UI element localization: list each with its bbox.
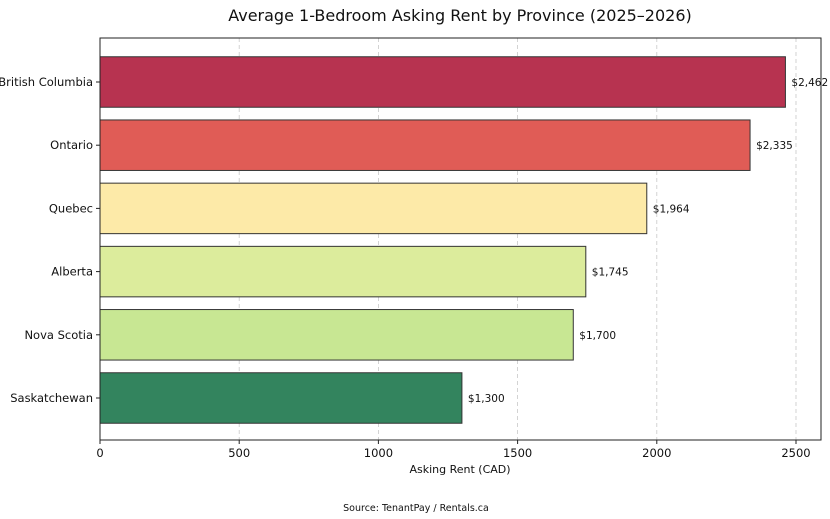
- y-tick-label: Nova Scotia: [24, 328, 93, 342]
- plot-frame: [99, 37, 822, 441]
- bar-value-label: $1,964: [653, 203, 690, 215]
- bar-value-label: $1,300: [468, 393, 505, 405]
- x-tick-label: 0: [96, 446, 103, 460]
- x-tick-label: 2000: [642, 446, 671, 460]
- y-tick-label: Saskatchewan: [10, 391, 93, 405]
- bar: [99, 182, 648, 235]
- y-tick-label: Ontario: [50, 138, 93, 152]
- bar: [99, 119, 751, 171]
- bar: [99, 56, 786, 108]
- bar-value-label: $2,335: [756, 140, 793, 152]
- bar: [99, 372, 463, 424]
- bar: [99, 245, 587, 298]
- y-tick-label: Alberta: [51, 265, 93, 279]
- value-labels: $2,462 $2,335 $1,964 $1,745 $1,700 $1,300: [468, 77, 828, 405]
- x-tick-label: 2500: [781, 446, 810, 460]
- x-tick-label: 1500: [503, 446, 532, 460]
- bars: [99, 56, 786, 424]
- bar-value-label: $2,462: [791, 77, 828, 89]
- x-tick-label: 1000: [364, 446, 393, 460]
- bar-value-label: $1,745: [592, 267, 629, 279]
- x-tick-label: 500: [228, 446, 250, 460]
- bar-value-label: $1,700: [579, 330, 616, 342]
- y-tick-label: Quebec: [49, 201, 93, 215]
- chart-title: Average 1-Bedroom Asking Rent by Provinc…: [228, 6, 692, 25]
- y-axis: British Columbia Ontario Quebec Alberta Nova…: [0, 75, 100, 405]
- bar: [99, 309, 574, 361]
- x-axis: 0 500 1000 1500 2000 2500: [96, 440, 811, 460]
- x-axis-label: Asking Rent (CAD): [409, 463, 510, 476]
- y-tick-label: British Columbia: [0, 75, 93, 89]
- source-note: Source: TenantPay / Rentals.ca: [343, 503, 489, 514]
